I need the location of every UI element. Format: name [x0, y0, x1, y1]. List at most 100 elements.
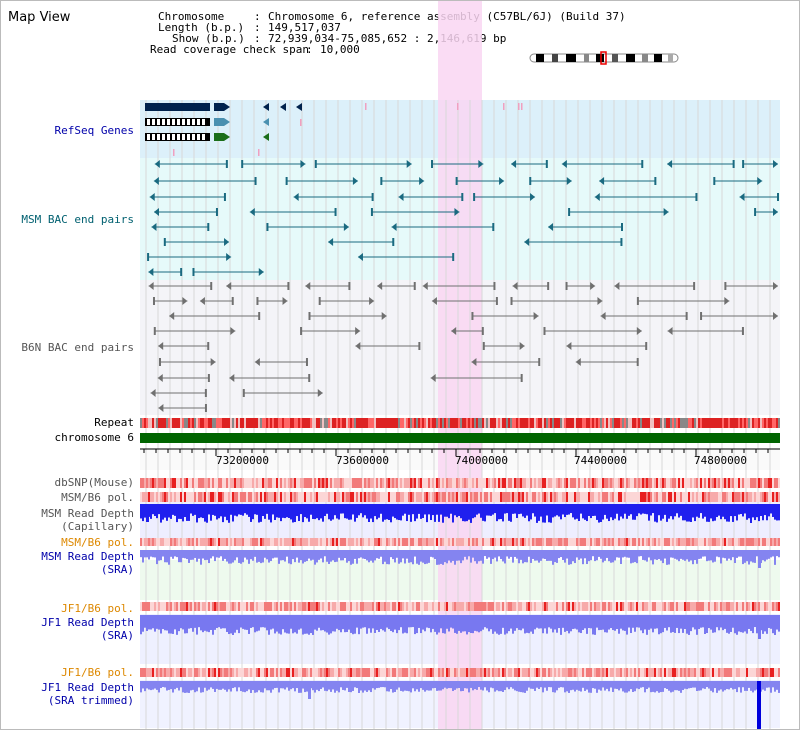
read-depth-bar	[162, 615, 164, 630]
bac-end-marker	[285, 177, 288, 185]
read-depth-bar	[240, 615, 242, 628]
read-depth-bar	[718, 550, 720, 558]
polymorphism-cell	[348, 538, 350, 546]
polymorphism-cell	[212, 668, 214, 677]
polymorphism-cell	[560, 668, 562, 677]
polymorphism-cell	[342, 492, 344, 502]
read-depth-bar	[526, 504, 528, 516]
read-depth-bar	[392, 681, 394, 693]
read-depth-bar	[448, 681, 450, 689]
polymorphism-cell	[326, 538, 328, 546]
polymorphism-cell	[722, 492, 724, 502]
polymorphism-cell	[762, 478, 764, 488]
read-depth-bar	[764, 504, 766, 516]
polymorphism-cell	[198, 538, 200, 546]
polymorphism-cell	[412, 538, 414, 546]
read-depth-bar	[260, 615, 262, 628]
polymorphism-cell	[350, 478, 352, 488]
read-depth-bar	[414, 681, 416, 692]
read-depth-bar	[512, 681, 514, 689]
read-depth-bar	[608, 681, 610, 692]
read-depth-bar	[170, 681, 172, 690]
read-depth-bar	[268, 504, 270, 520]
repeat-segment	[350, 418, 352, 428]
polymorphism-cell	[666, 668, 668, 677]
read-depth-bar	[254, 681, 256, 693]
polymorphism-cell	[608, 478, 610, 488]
read-depth-bar	[746, 504, 748, 520]
polymorphism-cell	[156, 492, 158, 502]
read-depth-bar	[548, 504, 550, 523]
polymorphism-cell	[470, 492, 472, 502]
polymorphism-cell	[570, 478, 572, 488]
polymorphism-cell	[366, 602, 368, 611]
ideogram-band	[668, 54, 673, 62]
read-depth-bar	[332, 681, 334, 690]
polymorphism-cell	[336, 492, 338, 502]
polymorphism-cell	[690, 602, 692, 611]
repeat-segment	[330, 418, 332, 428]
polymorphism-cell	[466, 538, 468, 546]
read-depth-bar	[256, 504, 258, 515]
refseq-exon-gap	[177, 119, 180, 125]
polymorphism-cell	[534, 492, 536, 502]
track-label-refseq[interactable]: RefSeq Genes	[54, 124, 134, 137]
read-depth-bar	[458, 615, 460, 631]
polymorphism-cell	[642, 538, 644, 546]
polymorphism-cell	[148, 478, 150, 488]
polymorphism-cell	[578, 492, 580, 502]
repeat-segment	[342, 418, 344, 428]
polymorphism-cell	[738, 602, 740, 611]
polymorphism-cell	[600, 538, 602, 546]
read-depth-bar	[338, 615, 340, 631]
read-depth-bar	[296, 504, 298, 517]
read-depth-bar	[556, 615, 558, 633]
bac-end-marker	[158, 342, 164, 350]
polymorphism-cell	[254, 668, 256, 677]
read-depth-bar	[292, 550, 294, 560]
read-depth-bar	[258, 504, 260, 523]
bac-end-marker	[199, 297, 205, 305]
polymorphism-cell	[436, 668, 438, 677]
read-depth-spike	[758, 615, 761, 639]
chromosome-bar	[140, 433, 780, 443]
polymorphism-cell	[216, 602, 218, 611]
polymorphism-cell	[372, 602, 374, 611]
read-depth-bar	[578, 550, 580, 560]
polymorphism-cell	[190, 492, 192, 502]
read-depth-bar	[600, 550, 602, 559]
polymorphism-cell	[334, 538, 336, 546]
bac-end-marker	[305, 282, 311, 290]
polymorphism-cell	[534, 478, 536, 488]
read-depth-bar	[452, 681, 454, 692]
read-depth-bar	[328, 550, 330, 564]
polymorphism-cell	[530, 538, 532, 546]
read-depth-bar	[450, 550, 452, 563]
polymorphism-cell	[704, 538, 706, 546]
read-depth-bar	[732, 504, 734, 522]
read-depth-bar	[226, 504, 228, 521]
read-depth-bar	[358, 681, 360, 693]
repeat-segment	[176, 418, 178, 428]
read-depth-bar	[352, 550, 354, 564]
polymorphism-cell	[534, 668, 536, 677]
polymorphism-cell	[352, 602, 354, 611]
read-depth-bar	[762, 550, 764, 561]
repeat-segment	[422, 418, 424, 428]
read-depth-bar	[728, 550, 730, 559]
read-depth-bar	[734, 550, 736, 564]
read-depth-bar	[480, 504, 482, 518]
polymorphism-cell	[584, 602, 586, 611]
polymorphism-cell	[726, 538, 728, 546]
polymorphism-cell	[476, 538, 478, 546]
polymorphism-cell	[518, 602, 520, 611]
read-depth-bar	[712, 550, 714, 563]
read-depth-bar	[586, 504, 588, 522]
polymorphism-cell	[762, 602, 764, 611]
polymorphism-cell	[344, 602, 346, 611]
read-depth-bar	[214, 681, 216, 692]
polymorphism-cell	[494, 478, 496, 488]
polymorphism-cell	[434, 492, 436, 502]
polymorphism-cell	[410, 492, 412, 502]
